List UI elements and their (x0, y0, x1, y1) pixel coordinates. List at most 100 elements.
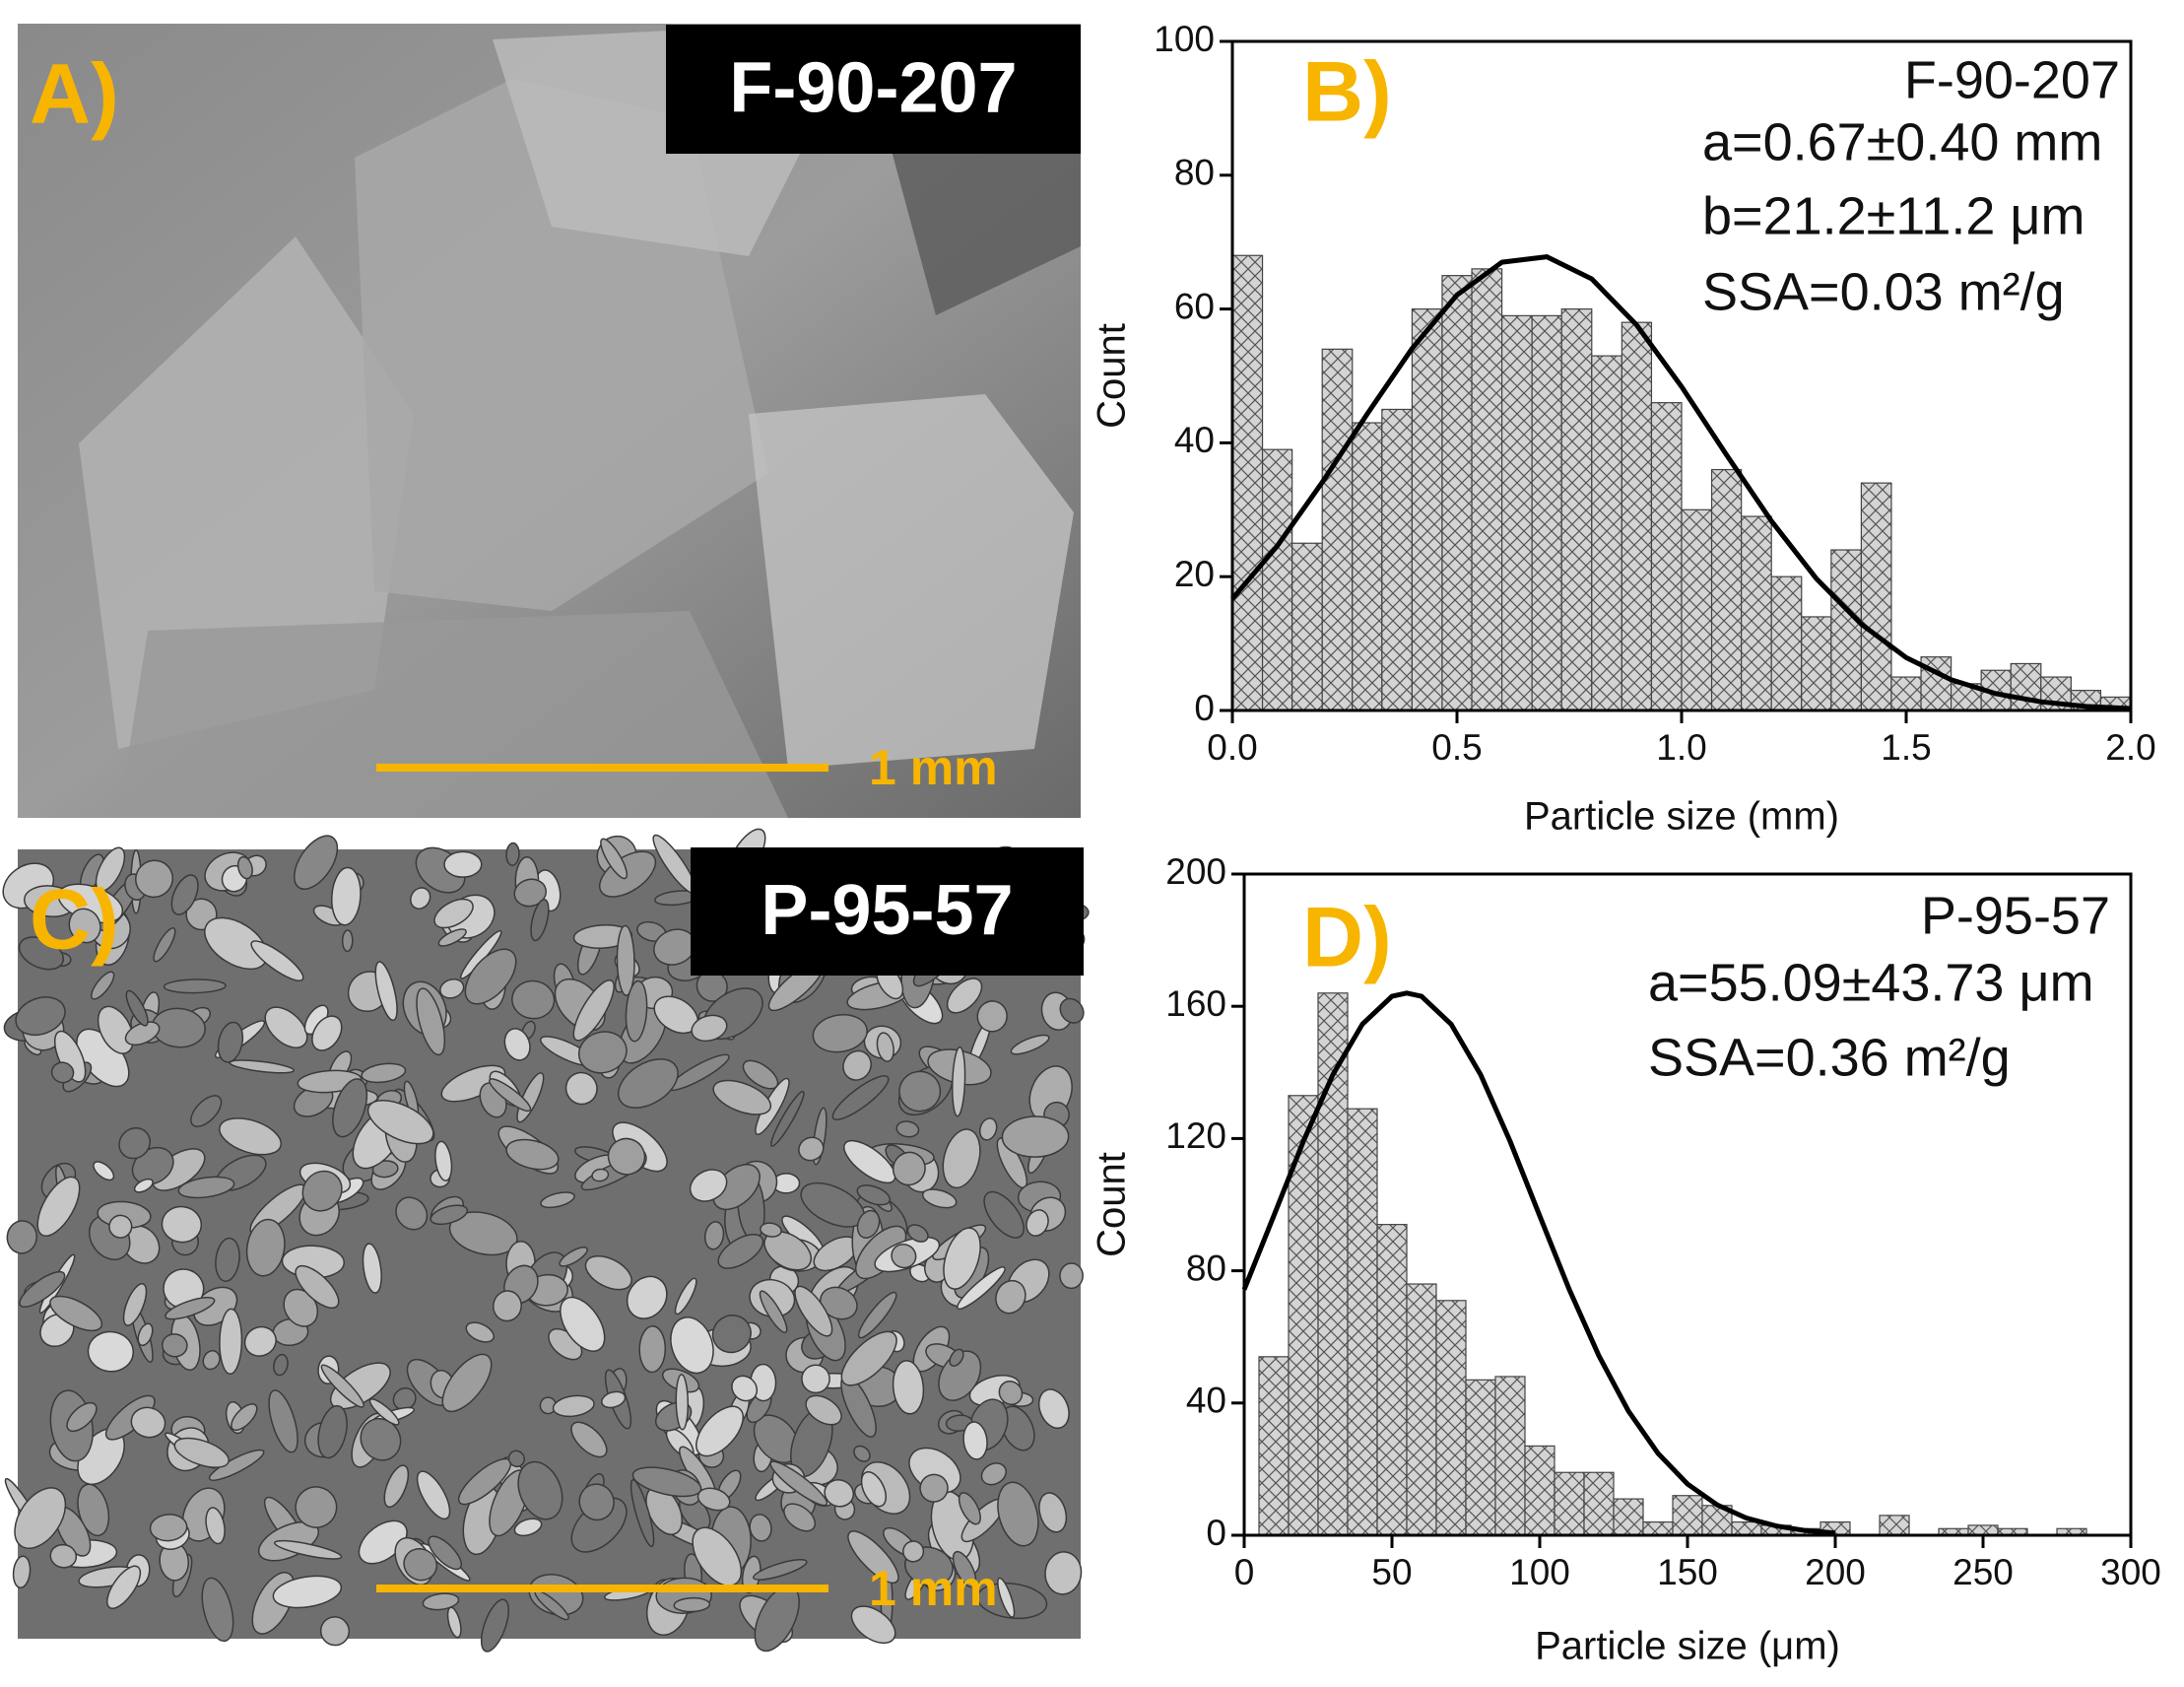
particle (570, 1421, 608, 1458)
particle (783, 1503, 817, 1532)
particle (824, 1479, 855, 1508)
particle (577, 1031, 628, 1074)
particle (919, 1473, 949, 1503)
bar (1591, 355, 1622, 711)
particle (1001, 1115, 1070, 1158)
bar (1879, 1515, 1910, 1536)
annotation: F-90-207 (1904, 50, 2120, 109)
particle (711, 1315, 752, 1354)
particle (53, 1030, 87, 1083)
particle (695, 1405, 744, 1457)
particle (540, 1191, 575, 1209)
particle (853, 1445, 871, 1462)
bar (1347, 1108, 1378, 1536)
y-tick-label: 60 (1174, 286, 1215, 326)
fit-curve (1230, 254, 2132, 711)
particle (689, 1169, 728, 1202)
particle (173, 1437, 230, 1468)
sample-label: P-95-57 (761, 871, 1013, 950)
particle (591, 1168, 610, 1182)
particle (742, 1059, 779, 1090)
y-tick-label: 0 (1194, 688, 1215, 728)
x-tick-label: 2.0 (2105, 727, 2155, 768)
y-tick-label: 80 (1186, 1248, 1226, 1288)
particle (876, 1032, 894, 1062)
particle (135, 859, 174, 899)
y-tick-label: 200 (1165, 851, 1226, 892)
bar (1321, 348, 1354, 711)
particle (505, 1138, 560, 1171)
label-box (691, 847, 1084, 976)
panel-letter: D) (1302, 891, 1392, 985)
bar (1435, 1300, 1467, 1536)
sem-image-c (2, 828, 1090, 1653)
particle (812, 1014, 868, 1053)
x-tick-label: 50 (1371, 1552, 1412, 1592)
particle (439, 978, 465, 999)
particle (513, 1518, 543, 1537)
particle (366, 1099, 434, 1145)
bar (1770, 575, 1803, 711)
particle (311, 1015, 343, 1051)
particle (951, 1046, 966, 1117)
particle (362, 1243, 382, 1294)
bar (1471, 268, 1503, 711)
particle (18, 936, 64, 971)
annotation: SSA=0.03 m²/g (1702, 262, 2065, 321)
particle (441, 1353, 493, 1413)
particle (437, 928, 467, 947)
x-tick-label: 1.0 (1656, 727, 1706, 768)
particle (943, 1227, 981, 1290)
particle (921, 1188, 958, 1209)
bar (1494, 1376, 1526, 1536)
particle (416, 987, 446, 1056)
particle (229, 1059, 295, 1074)
particle (898, 1070, 942, 1113)
particle (564, 1071, 598, 1106)
particle (14, 1487, 67, 1549)
particle (66, 1401, 98, 1433)
particle (273, 1353, 289, 1377)
particle (190, 1095, 223, 1127)
particle (219, 1308, 243, 1375)
particle (794, 1285, 833, 1337)
particle (149, 1514, 188, 1542)
bar (1261, 448, 1293, 711)
particle (850, 1605, 896, 1645)
particle (208, 1449, 265, 1481)
bar (1890, 676, 1922, 711)
particle (902, 1540, 925, 1563)
particle (731, 1375, 759, 1402)
particle (983, 1190, 1025, 1239)
bar (1291, 542, 1323, 711)
particle (361, 1062, 407, 1084)
particle (997, 1577, 1016, 1618)
particle (243, 1325, 277, 1357)
particle (976, 1000, 1008, 1033)
particle (949, 1348, 964, 1367)
particle (670, 1316, 714, 1375)
x-tick-label: 0 (1234, 1552, 1255, 1592)
particle (753, 1559, 808, 1581)
particle (998, 1381, 1024, 1406)
particle (513, 878, 548, 908)
particle (106, 1565, 142, 1609)
particle (696, 1487, 731, 1512)
particle (320, 1364, 364, 1408)
particle (857, 1291, 897, 1339)
particle (294, 835, 339, 890)
particle (202, 1350, 221, 1371)
particle (245, 1218, 286, 1277)
particle (607, 1137, 646, 1176)
particle (978, 1117, 998, 1141)
particle (177, 1176, 235, 1199)
particle (12, 1555, 32, 1589)
particle (552, 1394, 595, 1418)
particle (638, 1325, 667, 1374)
particle (692, 1526, 743, 1586)
particle (122, 1283, 148, 1326)
particle (1059, 997, 1085, 1024)
particle (319, 1616, 351, 1647)
bar (1500, 314, 1533, 711)
particle (161, 1205, 203, 1244)
